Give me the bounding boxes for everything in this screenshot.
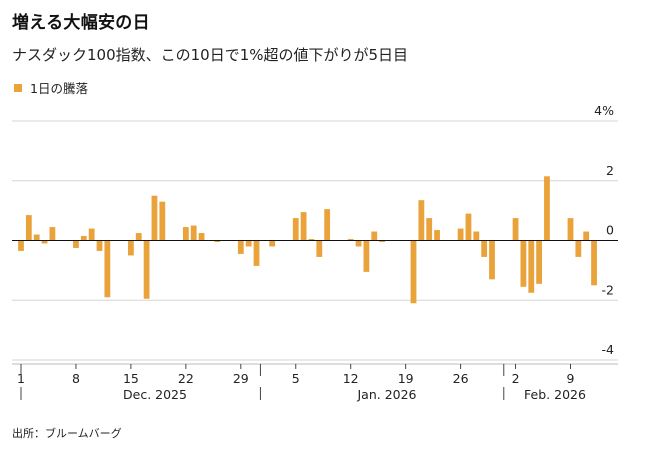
y-tick-label: -4 <box>602 342 615 357</box>
bar <box>544 176 550 241</box>
x-tick-label: 5 <box>292 371 300 386</box>
bar <box>41 240 48 244</box>
bar <box>481 240 488 257</box>
bar <box>300 212 307 241</box>
bar <box>347 239 354 241</box>
bar <box>426 218 433 241</box>
y-tick-label: 2 <box>606 163 614 178</box>
bar <box>308 239 315 241</box>
bar <box>214 240 221 242</box>
bar <box>316 240 323 257</box>
y-tick-label: 0 <box>606 223 614 238</box>
bar <box>410 240 417 304</box>
bar <box>567 218 574 241</box>
legend: 1日の騰落 <box>14 78 88 97</box>
bar <box>33 234 40 241</box>
y-tick-label: -2 <box>602 282 614 297</box>
legend-label: 1日の騰落 <box>30 81 88 96</box>
x-tick-label: 19 <box>398 371 414 386</box>
x-tick-label: 9 <box>567 371 575 386</box>
bar <box>253 240 260 266</box>
month-label: Feb. 2026 <box>524 387 586 402</box>
bar <box>73 240 79 248</box>
bar <box>159 201 166 241</box>
bar <box>434 230 440 241</box>
bar <box>104 240 111 298</box>
bar <box>473 231 480 241</box>
bar <box>512 218 519 241</box>
bar <box>465 213 472 241</box>
legend-swatch <box>14 83 22 92</box>
bar <box>536 240 542 284</box>
month-label: Jan. 2026 <box>356 387 416 402</box>
bar <box>379 240 385 242</box>
bar <box>198 233 205 241</box>
bar <box>143 240 150 299</box>
x-tick-label: 12 <box>343 371 359 386</box>
y-tick-label: 4% <box>594 103 614 118</box>
x-tick-label: 26 <box>453 371 469 386</box>
bar <box>88 228 95 241</box>
bar <box>520 240 527 287</box>
x-tick-label: 29 <box>233 371 249 386</box>
bar <box>25 215 32 241</box>
bar <box>355 240 362 247</box>
bar <box>190 225 197 241</box>
bar <box>182 227 189 241</box>
bar <box>528 240 535 293</box>
x-tick-label: 8 <box>72 371 80 386</box>
bar <box>457 228 464 241</box>
bar <box>96 240 103 251</box>
chart-title: 増える大幅安の日 <box>12 13 150 33</box>
x-tick-label: 15 <box>123 371 139 386</box>
bar <box>371 231 378 241</box>
bar <box>575 240 582 257</box>
bar <box>80 236 87 241</box>
x-tick-label: 22 <box>178 371 194 386</box>
x-tick-label: 1 <box>17 371 25 386</box>
bar <box>269 240 276 247</box>
bar <box>324 209 331 241</box>
month-label: Dec. 2025 <box>123 387 187 402</box>
bar <box>49 227 56 241</box>
bar <box>418 200 425 241</box>
bar <box>583 231 590 241</box>
bar <box>489 240 495 280</box>
bar <box>135 233 142 241</box>
source-note: 出所：ブルームバーグ <box>12 427 122 440</box>
bar <box>591 240 597 286</box>
bar <box>151 195 158 241</box>
x-tick-label: 2 <box>512 371 520 386</box>
bar <box>128 240 134 256</box>
bar <box>245 240 252 247</box>
bar <box>292 218 299 241</box>
bar <box>237 240 244 254</box>
bar <box>18 240 24 251</box>
bar <box>363 240 370 272</box>
chart-subtitle: ナスダック100指数、この10日で1%超の値下がりが5日目 <box>12 46 409 64</box>
